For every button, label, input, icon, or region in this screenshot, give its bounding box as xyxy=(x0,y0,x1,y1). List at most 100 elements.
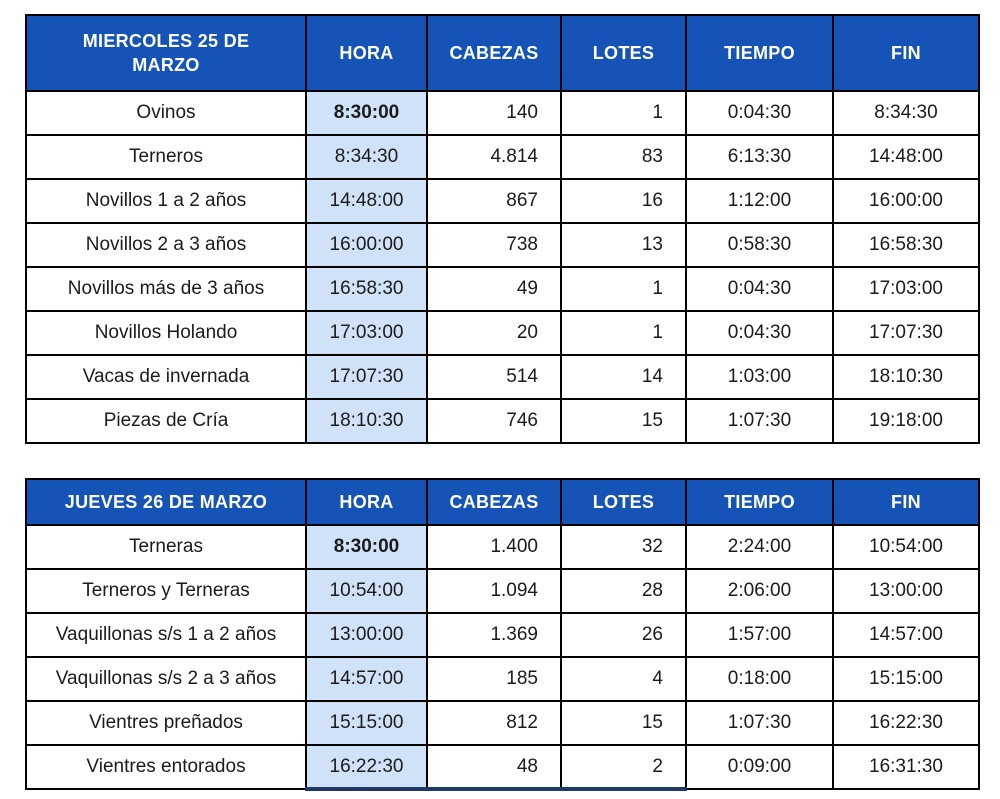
column-header-fin: FIN xyxy=(832,478,980,526)
category-cell: Terneros xyxy=(25,134,307,180)
lotes-cell: 26 xyxy=(560,612,687,658)
cabezas-cell: 1.369 xyxy=(426,612,562,658)
column-header-lotes: LOTES xyxy=(560,14,687,92)
lotes-cell: 32 xyxy=(560,524,687,570)
tiempo-cell: 0:04:30 xyxy=(685,266,834,312)
table-row: Terneros 8:34:30 4.814 83 6:13:30 14:48:… xyxy=(25,134,980,180)
hora-cell: 15:15:00 xyxy=(305,700,428,746)
cabezas-cell: 1.400 xyxy=(426,524,562,570)
cabezas-cell: 514 xyxy=(426,354,562,400)
tiempo-cell: 2:06:00 xyxy=(685,568,834,614)
lotes-cell: 14 xyxy=(560,354,687,400)
tiempo-cell: 0:04:30 xyxy=(685,90,834,136)
category-cell: Ovinos xyxy=(25,90,307,136)
schedule-table-miercoles: MIERCOLES 25 DE MARZO HORA CABEZAS LOTES… xyxy=(25,14,980,444)
fin-cell: 8:34:30 xyxy=(832,90,980,136)
lotes-cell: 1 xyxy=(560,90,687,136)
table-row: Novillos 1 a 2 años 14:48:00 867 16 1:12… xyxy=(25,178,980,224)
column-header-tiempo: TIEMPO xyxy=(685,478,834,526)
cabezas-cell: 20 xyxy=(426,310,562,356)
table-row: Novillos más de 3 años 16:58:30 49 1 0:0… xyxy=(25,266,980,312)
fin-cell: 18:10:30 xyxy=(832,354,980,400)
hora-cell: 10:54:00 xyxy=(305,568,428,614)
lotes-cell: 28 xyxy=(560,568,687,614)
table-row: Vientres entorados 16:22:30 48 2 0:09:00… xyxy=(25,744,980,791)
fin-cell: 14:48:00 xyxy=(832,134,980,180)
cabezas-cell: 4.814 xyxy=(426,134,562,180)
schedule-table-jueves: JUEVES 26 DE MARZO HORA CABEZAS LOTES TI… xyxy=(25,478,980,791)
lotes-cell: 1 xyxy=(560,310,687,356)
table-row: Piezas de Cría 18:10:30 746 15 1:07:30 1… xyxy=(25,398,980,444)
hora-cell: 14:48:00 xyxy=(305,178,428,224)
tiempo-cell: 1:12:00 xyxy=(685,178,834,224)
category-cell: Terneros y Terneras xyxy=(25,568,307,614)
category-cell: Novillos 2 a 3 años xyxy=(25,222,307,268)
fin-cell: 15:15:00 xyxy=(832,656,980,702)
hora-cell: 14:57:00 xyxy=(305,656,428,702)
table-row: Terneras 8:30:00 1.400 32 2:24:00 10:54:… xyxy=(25,524,980,570)
hora-cell: 16:00:00 xyxy=(305,222,428,268)
table-row: Vientres preñados 15:15:00 812 15 1:07:3… xyxy=(25,700,980,746)
column-header-tiempo: TIEMPO xyxy=(685,14,834,92)
lotes-cell: 4 xyxy=(560,656,687,702)
column-header-cabezas: CABEZAS xyxy=(426,14,562,92)
fin-cell: 10:54:00 xyxy=(832,524,980,570)
fin-cell: 16:00:00 xyxy=(832,178,980,224)
fin-cell: 13:00:00 xyxy=(832,568,980,614)
table-row: Ovinos 8:30:00 140 1 0:04:30 8:34:30 xyxy=(25,90,980,136)
category-cell: Novillos Holando xyxy=(25,310,307,356)
fin-cell: 19:18:00 xyxy=(832,398,980,444)
tiempo-cell: 6:13:30 xyxy=(685,134,834,180)
lotes-cell: 1 xyxy=(560,266,687,312)
cabezas-cell: 185 xyxy=(426,656,562,702)
lotes-cell: 16 xyxy=(560,178,687,224)
lotes-cell: 15 xyxy=(560,398,687,444)
table-title: JUEVES 26 DE MARZO xyxy=(25,478,307,526)
category-cell: Vientres entorados xyxy=(25,744,307,790)
header-row: MIERCOLES 25 DE MARZO HORA CABEZAS LOTES… xyxy=(25,14,980,92)
cabezas-cell: 867 xyxy=(426,178,562,224)
cabezas-cell: 48 xyxy=(426,744,562,791)
tiempo-cell: 0:04:30 xyxy=(685,310,834,356)
category-cell: Vientres preñados xyxy=(25,700,307,746)
tiempo-cell: 1:57:00 xyxy=(685,612,834,658)
hora-cell: 16:58:30 xyxy=(305,266,428,312)
fin-cell: 16:58:30 xyxy=(832,222,980,268)
fin-cell: 17:03:00 xyxy=(832,266,980,312)
category-cell: Terneras xyxy=(25,524,307,570)
table-row: Vaquillonas s/s 1 a 2 años 13:00:00 1.36… xyxy=(25,612,980,658)
fin-cell: 16:31:30 xyxy=(832,744,980,790)
column-header-cabezas: CABEZAS xyxy=(426,478,562,526)
tiempo-cell: 0:18:00 xyxy=(685,656,834,702)
hora-cell: 8:30:00 xyxy=(305,524,428,570)
tiempo-cell: 1:03:00 xyxy=(685,354,834,400)
table-row: Novillos Holando 17:03:00 20 1 0:04:30 1… xyxy=(25,310,980,356)
table-row: Vaquillonas s/s 2 a 3 años 14:57:00 185 … xyxy=(25,656,980,702)
hora-cell: 8:34:30 xyxy=(305,134,428,180)
tiempo-cell: 0:09:00 xyxy=(685,744,834,790)
cabezas-cell: 49 xyxy=(426,266,562,312)
hora-cell: 17:07:30 xyxy=(305,354,428,400)
category-cell: Vaquillonas s/s 2 a 3 años xyxy=(25,656,307,702)
hora-cell: 17:03:00 xyxy=(305,310,428,356)
hora-cell: 18:10:30 xyxy=(305,398,428,444)
cabezas-cell: 140 xyxy=(426,90,562,136)
table-title: MIERCOLES 25 DE MARZO xyxy=(25,14,307,92)
lotes-cell: 83 xyxy=(560,134,687,180)
category-cell: Vacas de invernada xyxy=(25,354,307,400)
fin-cell: 17:07:30 xyxy=(832,310,980,356)
cabezas-cell: 1.094 xyxy=(426,568,562,614)
table-spacer xyxy=(25,444,1000,478)
tiempo-cell: 2:24:00 xyxy=(685,524,834,570)
cabezas-cell: 812 xyxy=(426,700,562,746)
lotes-cell: 13 xyxy=(560,222,687,268)
hora-cell: 8:30:00 xyxy=(305,90,428,136)
tiempo-cell: 0:58:30 xyxy=(685,222,834,268)
category-cell: Novillos más de 3 años xyxy=(25,266,307,312)
column-header-hora: HORA xyxy=(305,14,428,92)
lotes-cell: 15 xyxy=(560,700,687,746)
hora-cell: 13:00:00 xyxy=(305,612,428,658)
cabezas-cell: 738 xyxy=(426,222,562,268)
table-row: Terneros y Terneras 10:54:00 1.094 28 2:… xyxy=(25,568,980,614)
